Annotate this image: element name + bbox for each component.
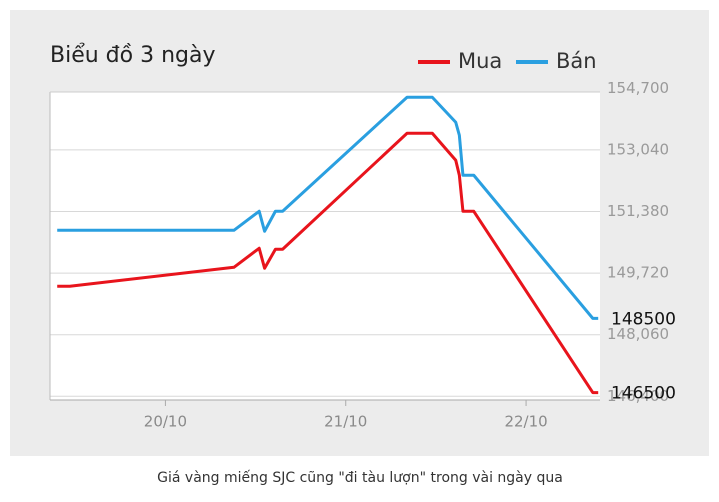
y-tick-label: 153,040 — [607, 140, 669, 158]
legend-label: Bán — [556, 49, 597, 73]
y-tick-label: 146,400 — [607, 387, 669, 405]
x-tick-label: 20/10 — [144, 413, 187, 431]
plot-area — [50, 92, 600, 400]
series-line — [57, 131, 599, 395]
x-tick-label: 21/10 — [324, 413, 367, 431]
y-tick-label: 151,380 — [607, 202, 669, 220]
y-tick-label: 154,700 — [607, 79, 669, 97]
legend-label: Mua — [458, 49, 502, 73]
series-line — [57, 95, 599, 320]
end-label: 146500 — [611, 384, 676, 404]
chart-title: Biểu đồ 3 ngày — [50, 43, 216, 68]
x-tick-label: 22/10 — [504, 413, 547, 431]
end-label: 148500 — [611, 309, 676, 329]
y-tick-label: 148,060 — [607, 325, 669, 343]
caption: Giá vàng miếng SJC cũng "đi tàu lượn" tr… — [157, 469, 563, 486]
y-tick-label: 149,720 — [607, 264, 669, 282]
